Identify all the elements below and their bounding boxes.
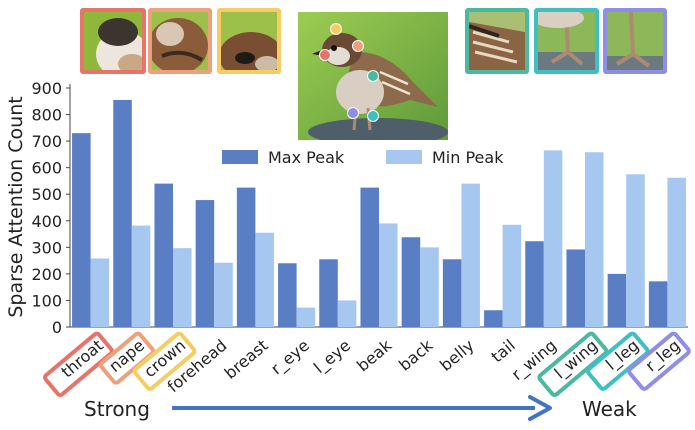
keypoint-nape bbox=[352, 40, 364, 52]
legend: Max Peak Min Peak bbox=[222, 148, 504, 167]
x-tick-label-group: r_eye bbox=[267, 336, 313, 379]
bar-max-peak-l_eye bbox=[319, 259, 338, 327]
bar-max-peak-crown bbox=[154, 183, 173, 327]
bar-max-peak-r_leg bbox=[648, 281, 668, 327]
label-highlight-box bbox=[585, 331, 650, 391]
legend-label-max-peak: Max Peak bbox=[268, 148, 345, 167]
label-highlight-box bbox=[132, 331, 197, 391]
x-tick-label: back bbox=[395, 335, 437, 374]
bar-max-peak-belly bbox=[442, 259, 462, 327]
keypoint-wing bbox=[367, 70, 379, 82]
y-tick-label: 100 bbox=[31, 291, 62, 310]
bar-min-peak-l_leg bbox=[626, 174, 645, 327]
y-tick-label: 200 bbox=[31, 265, 62, 284]
y-tick-label: 400 bbox=[31, 212, 62, 231]
legend-swatch-min-peak bbox=[386, 150, 422, 164]
bar-max-peak-r_eye bbox=[278, 263, 297, 327]
thumbnail-nape bbox=[148, 8, 212, 74]
thumbnail-wing bbox=[465, 8, 529, 74]
bar-max-peak-r_wing bbox=[525, 241, 544, 327]
thumbnail-throat bbox=[80, 8, 146, 74]
bar-min-peak-nape bbox=[131, 225, 151, 327]
y-tick-label: 800 bbox=[31, 106, 62, 125]
y-tick-label: 0 bbox=[52, 318, 62, 337]
wing-crop-image bbox=[469, 12, 525, 70]
bar-max-peak-l_wing bbox=[566, 249, 585, 327]
x-tick-label-group: r_wing bbox=[508, 336, 561, 385]
bar-min-peak-belly bbox=[461, 183, 480, 327]
bar-max-peak-back bbox=[401, 237, 421, 327]
y-tick-label: 300 bbox=[31, 238, 62, 257]
nape-crop-image bbox=[152, 12, 208, 70]
y-tick-label: 600 bbox=[31, 159, 62, 178]
x-tick-label-group: beak bbox=[353, 335, 396, 375]
keypoint-crown bbox=[330, 23, 342, 35]
bar-max-peak-l_leg bbox=[607, 273, 627, 327]
label-highlight-box bbox=[43, 331, 114, 398]
bar-max-peak-breast bbox=[236, 187, 256, 327]
thumbnail-crown bbox=[217, 8, 281, 74]
bar-min-peak-back bbox=[420, 247, 439, 327]
label-highlight-box bbox=[627, 331, 691, 391]
x-tick-label-group: r_leg bbox=[627, 331, 691, 391]
sparrow-photo bbox=[298, 12, 448, 146]
bar-max-peak-forehead bbox=[195, 200, 215, 327]
thumbnail-left-leg bbox=[534, 8, 599, 74]
left-leg-crop-image bbox=[538, 12, 595, 70]
weak-label: Weak bbox=[582, 397, 637, 421]
thumbnail-right-leg bbox=[603, 8, 667, 74]
bar-min-peak-forehead bbox=[214, 262, 233, 327]
x-tick-label-group: breast bbox=[221, 336, 272, 383]
legend-swatch-max-peak bbox=[222, 150, 258, 164]
x-tick-label-group: l_eye bbox=[310, 336, 355, 378]
bar-min-peak-r_leg bbox=[667, 177, 686, 327]
x-tick-label-group: tail bbox=[488, 336, 519, 367]
bar-min-peak-r_wing bbox=[543, 150, 563, 327]
bar-max-peak-nape bbox=[113, 99, 132, 327]
x-tick-label: breast bbox=[221, 336, 272, 383]
x-tick-label: beak bbox=[353, 335, 396, 375]
bar-max-peak-throat bbox=[72, 133, 91, 327]
x-tick-label: l_eye bbox=[310, 336, 355, 378]
keypoint-left-leg bbox=[367, 110, 379, 122]
x-tick-label: tail bbox=[488, 336, 519, 367]
bar-min-peak-l_eye bbox=[337, 300, 357, 327]
bar-min-peak-crown bbox=[173, 248, 192, 327]
strength-arrow: Strong Weak bbox=[84, 395, 637, 421]
crown-crop-image bbox=[221, 12, 277, 70]
arrow-head bbox=[528, 395, 552, 421]
bar-max-peak-beak bbox=[360, 187, 379, 327]
bar-min-peak-throat bbox=[90, 258, 110, 327]
legend-label-min-peak: Min Peak bbox=[432, 148, 504, 167]
y-tick-label: 900 bbox=[31, 79, 62, 98]
bar-min-peak-beak bbox=[379, 223, 398, 327]
bar-min-peak-l_wing bbox=[585, 152, 604, 327]
x-tick-label-group: back bbox=[395, 335, 437, 374]
bar-max-peak-tail bbox=[484, 310, 503, 327]
x-tick-label-group: belly bbox=[436, 336, 478, 375]
bar-min-peak-tail bbox=[502, 224, 522, 327]
bar-min-peak-r_eye bbox=[296, 307, 316, 327]
y-tick-label: 700 bbox=[31, 132, 62, 151]
keypoint-right-leg bbox=[347, 107, 359, 119]
throat-crop-image bbox=[84, 12, 142, 70]
x-tick-label: r_eye bbox=[267, 336, 313, 379]
y-tick-label: 500 bbox=[31, 185, 62, 204]
right-leg-crop-image bbox=[607, 12, 663, 70]
y-axis-label: Sparse Attention Count bbox=[5, 96, 27, 317]
keypoint-throat bbox=[319, 49, 331, 61]
x-tick-label: belly bbox=[436, 336, 478, 375]
x-tick-label: r_wing bbox=[508, 336, 561, 385]
label-highlight-box bbox=[537, 331, 609, 398]
bar-min-peak-breast bbox=[255, 232, 274, 327]
strong-label: Strong bbox=[84, 397, 150, 421]
